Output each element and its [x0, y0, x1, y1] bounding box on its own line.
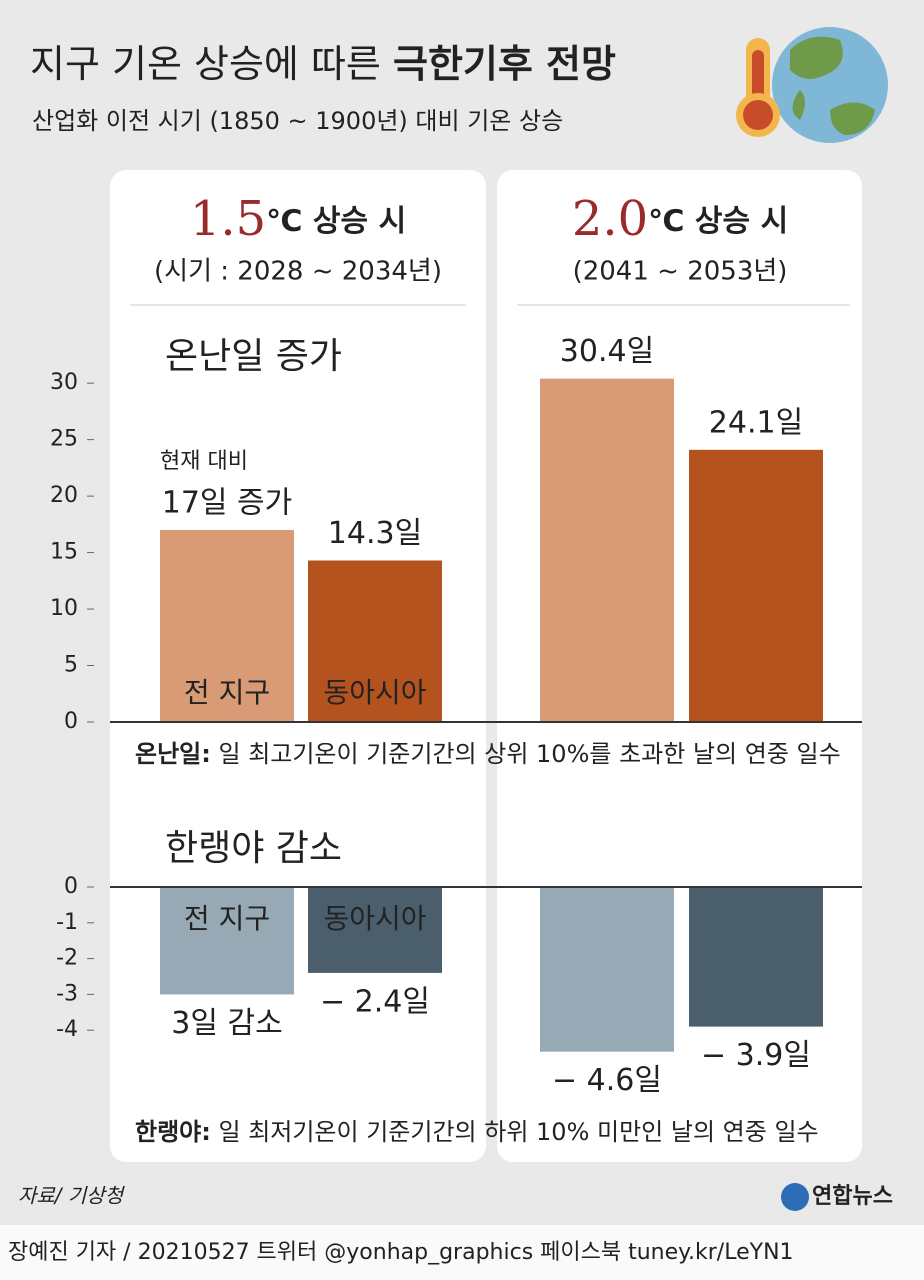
value-label: − 4.6일 — [552, 1063, 662, 1098]
value-label: 14.3일 — [328, 516, 422, 551]
scenario-label: ℃ 상승 시 — [266, 204, 406, 239]
bar — [540, 378, 674, 722]
scenario-label: ℃ 상승 시 — [648, 204, 788, 239]
title: 지구 기온 상승에 따른 극한기후 전망 — [30, 42, 616, 86]
subtitle: 산업화 이전 시기 (1850 ~ 1900년) 대비 기온 상승 — [32, 107, 563, 135]
scenario-period: (2041 ~ 2053년) — [573, 257, 788, 287]
y-tick-label: 0 — [64, 874, 78, 899]
scenario-period: (시기 : 2028 ~ 2034년) — [154, 257, 442, 287]
scenario-level: 2.0 — [572, 191, 648, 247]
y-tick-label: 15 — [50, 540, 78, 565]
logo-mark — [781, 1183, 809, 1211]
scenario-head: 2.0℃ 상승 시 — [572, 191, 788, 247]
bar — [308, 560, 442, 722]
chart-title: 온난일 증가 — [165, 336, 342, 377]
note-text: 일 최고기온이 기준기간의 상위 10%를 초과한 날의 연중 일수 — [218, 740, 840, 768]
scenario-head: 1.5℃ 상승 시 — [190, 191, 406, 247]
y-tick-label: 20 — [50, 483, 78, 508]
chart-title: 한랭야 감소 — [165, 828, 342, 869]
bar — [689, 887, 823, 1027]
bar — [160, 887, 294, 995]
credit: 장예진 기자 / 20210527 트위터 @yonhap_graphics 페… — [8, 1240, 794, 1265]
scenario-level: 1.5 — [190, 191, 266, 247]
value-label: − 2.4일 — [320, 984, 430, 1019]
bar — [160, 530, 294, 722]
source: 자료/ 기상청 — [18, 1184, 126, 1208]
title-bold: 극한기후 전망 — [393, 42, 616, 86]
y-tick-label: 25 — [50, 427, 78, 452]
category-label: 전 지구 — [184, 676, 270, 709]
value-label: 17일 증가 — [162, 486, 293, 521]
y-tick-label: 30 — [50, 370, 78, 395]
y-tick-label: -3 — [56, 981, 78, 1006]
value-label: 24.1일 — [709, 405, 803, 440]
bar — [540, 887, 674, 1052]
value-label: 3일 감소 — [171, 1006, 282, 1041]
value-label: 30.4일 — [560, 334, 654, 369]
y-tick-label: -4 — [56, 1017, 78, 1042]
icon — [736, 27, 888, 143]
y-tick-label: -2 — [56, 946, 78, 971]
logo: 연합뉴스 — [812, 1183, 893, 1209]
y-tick-label: 0 — [64, 709, 78, 734]
title-plain: 지구 기온 상승에 따른 — [30, 42, 381, 86]
bar — [308, 887, 442, 973]
y-tick-label: 10 — [50, 596, 78, 621]
bar — [689, 449, 823, 722]
note: 한랭야: 일 최저기온이 기준기간의 하위 10% 미만인 날의 연중 일수 — [135, 1118, 819, 1146]
note-term: 한랭야: — [135, 1118, 211, 1146]
category-label: 동아시아 — [323, 676, 426, 709]
footer-strip — [0, 1225, 924, 1280]
note-text: 일 최저기온이 기준기간의 하위 10% 미만인 날의 연중 일수 — [218, 1118, 818, 1146]
y-tick-label: 5 — [64, 653, 78, 678]
note-term: 온난일: — [135, 740, 211, 768]
y-tick-label: -1 — [56, 910, 78, 935]
annotation: 현재 대비 — [160, 449, 248, 474]
value-label: − 3.9일 — [701, 1038, 811, 1073]
category-label: 동아시아 — [323, 902, 426, 935]
note: 온난일: 일 최고기온이 기준기간의 상위 10%를 초과한 날의 연중 일수 — [135, 740, 841, 768]
category-label: 전 지구 — [184, 902, 270, 935]
